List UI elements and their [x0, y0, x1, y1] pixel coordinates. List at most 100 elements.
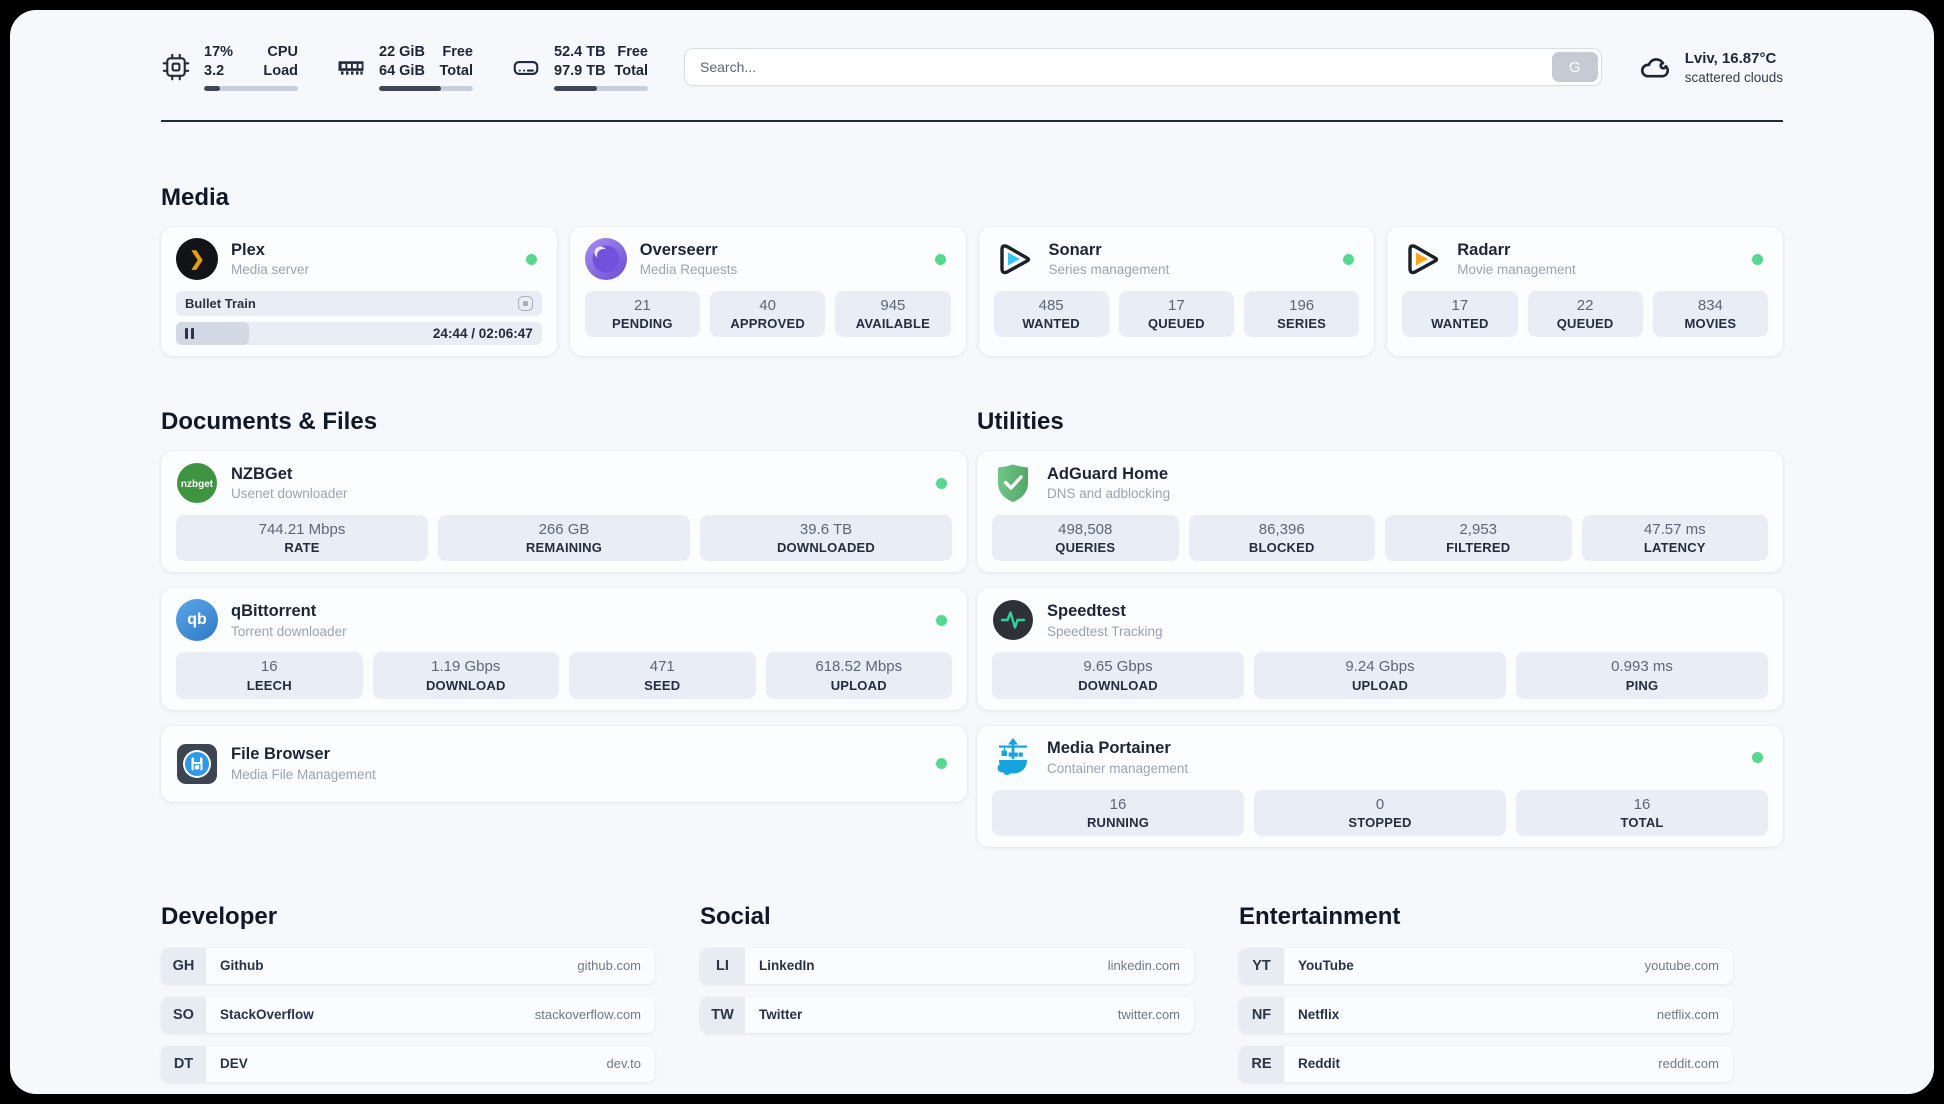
- status-dot: [936, 477, 947, 489]
- app-description: Media File Management: [231, 766, 376, 782]
- pause-icon[interactable]: [185, 328, 194, 339]
- plex-icon: ❯: [176, 238, 218, 280]
- section-title-social: Social: [700, 902, 771, 930]
- app-card-portainer[interactable]: Media Portainer Container management 16 R…: [977, 725, 1783, 847]
- stop-icon[interactable]: [517, 296, 533, 311]
- utilities-column: Utilities AdGuard Home DNS and adb: [977, 408, 1783, 847]
- stat-seed: 471 SEED: [569, 652, 756, 699]
- portainer-icon: [997, 737, 1027, 775]
- memory-metric: 22 GiB 64 GiB Free Total: [336, 43, 473, 92]
- search-engine-button[interactable]: G: [1551, 52, 1598, 82]
- link-badge: NF: [1239, 996, 1284, 1033]
- nzbget-icon: nzbget: [177, 463, 217, 503]
- disk-metric: 52.4 TB 97.9 TB Free Total: [511, 43, 648, 92]
- stat-ping: 0.993 ms PING: [1516, 652, 1768, 699]
- stat-blocked: 86,396 BLOCKED: [1188, 515, 1375, 562]
- stat-movies: 834 MOVIES: [1652, 291, 1768, 338]
- app-card-speedtest[interactable]: Speedtest Speedtest Tracking 9.65 Gbps DO…: [977, 588, 1783, 710]
- stat-rate: 744.21 Mbps RATE: [176, 515, 428, 562]
- app-name: Media Portainer: [1047, 739, 1171, 758]
- link-github[interactable]: GH Github github.com: [161, 947, 655, 984]
- disk-labels: Free Total: [614, 43, 648, 79]
- app-card-filebrowser[interactable]: File Browser Media File Management: [161, 725, 967, 802]
- link-stackoverflow[interactable]: SO StackOverflow stackoverflow.com: [161, 996, 655, 1033]
- section-title-developer: Developer: [161, 902, 278, 930]
- app-description: Media Requests: [639, 262, 738, 278]
- link-twitter[interactable]: TW Twitter twitter.com: [700, 996, 1194, 1033]
- memory-progress-bar: [379, 86, 473, 92]
- status-dot: [525, 253, 537, 265]
- playback-time: 24:44 / 02:06:47: [432, 326, 533, 341]
- sonarr-icon: [999, 244, 1030, 275]
- ram-icon: [338, 61, 364, 75]
- stat-wanted: 17 WANTED: [1402, 291, 1518, 338]
- app-description: Series management: [1048, 262, 1170, 278]
- status-dot: [1752, 752, 1763, 763]
- app-name: Radarr: [1457, 240, 1511, 259]
- link-badge: TW: [700, 996, 745, 1033]
- status-dot: [936, 614, 947, 626]
- filebrowser-icon: [177, 743, 217, 784]
- link-netflix[interactable]: NF Netflix netflix.com: [1239, 996, 1733, 1033]
- qbittorrent-icon: qb: [176, 599, 218, 642]
- stat-approved: 40 APPROVED: [710, 291, 826, 338]
- radarr-icon: [1408, 244, 1439, 275]
- weather-summary: Lviv, 16.87°C: [1684, 50, 1777, 68]
- playback-progress-row: 24:44 / 02:06:47: [176, 322, 542, 345]
- weather-condition: scattered clouds: [1684, 69, 1783, 85]
- header-divider: [161, 120, 1783, 122]
- bookmark-group-developer: Developer GH Github github.com SO StackO…: [161, 903, 655, 1082]
- app-description: Container management: [1047, 760, 1189, 776]
- overseerr-icon: [584, 238, 627, 280]
- weather-widget: Lviv, 16.87°C scattered clouds: [1638, 49, 1783, 85]
- link-youtube[interactable]: YT YouTube youtube.com: [1239, 947, 1733, 984]
- link-linkedin[interactable]: LI LinkedIn linkedin.com: [700, 947, 1194, 984]
- disk-icon: [513, 60, 539, 75]
- link-badge: LI: [700, 947, 745, 984]
- link-badge: DT: [161, 1045, 206, 1082]
- bookmark-group-entertainment: Entertainment YT YouTube youtube.com NF …: [1239, 903, 1733, 1082]
- stat-wanted: 485 WANTED: [993, 291, 1109, 338]
- stat-remaining: 266 GB REMAINING: [438, 515, 690, 562]
- app-description: Movie management: [1457, 262, 1576, 278]
- cpu-metric: 17% 3.2 CPU Load: [161, 43, 298, 92]
- app-card-adguard[interactable]: AdGuard Home DNS and adblocking 498,508 Q…: [977, 451, 1783, 573]
- app-card-qbittorrent[interactable]: qb qBittorrent Torrent downloader 16 LEEC…: [161, 588, 967, 710]
- link-reddit[interactable]: RE Reddit reddit.com: [1239, 1045, 1733, 1082]
- stat-running: 16 RUNNING: [992, 789, 1244, 836]
- app-name: Overseerr: [639, 240, 718, 259]
- search-input[interactable]: [684, 48, 1602, 86]
- stat-downloaded: 39.6 TB DOWNLOADED: [700, 515, 952, 562]
- stat-upload: 618.52 Mbps UPLOAD: [765, 652, 952, 699]
- stat-leech: 16 LEECH: [176, 652, 363, 699]
- app-description: Usenet downloader: [231, 486, 348, 502]
- app-name: AdGuard Home: [1047, 464, 1169, 483]
- memory-values: 22 GiB 64 GiB: [379, 43, 425, 79]
- link-badge: SO: [161, 996, 206, 1033]
- app-card-sonarr[interactable]: Sonarr Series management 485 WANTED 17 QUE…: [978, 227, 1375, 356]
- status-dot: [934, 253, 946, 265]
- disk-values: 52.4 TB 97.9 TB: [554, 43, 606, 79]
- svg-text:nzbget: nzbget: [181, 479, 214, 490]
- section-title-documents: Documents & Files: [161, 408, 378, 435]
- app-card-nzbget[interactable]: nzbget NZBGet Usenet downloader 744.21 M…: [161, 451, 967, 573]
- app-description: DNS and adblocking: [1047, 486, 1171, 502]
- status-dot: [1343, 253, 1355, 265]
- app-card-overseerr[interactable]: Overseerr Media Requests 21 PENDING 40 APP…: [569, 227, 966, 356]
- stat-download: 1.19 Gbps DOWNLOAD: [372, 652, 559, 699]
- stat-queries: 498,508 QUERIES: [992, 515, 1179, 562]
- app-name: qBittorrent: [231, 601, 317, 620]
- status-dot: [1752, 253, 1763, 265]
- dashboard-panel: 17% 3.2 CPU Load: [10, 10, 1934, 1094]
- link-dev[interactable]: DT DEV dev.to: [161, 1045, 655, 1082]
- stat-available: 945 AVAILABLE: [835, 291, 951, 338]
- app-description: Speedtest Tracking: [1047, 623, 1163, 639]
- section-title-utilities: Utilities: [977, 408, 1064, 435]
- app-card-radarr[interactable]: Radarr Movie management 17 WANTED 22 QUEUE…: [1387, 227, 1783, 356]
- cloud-icon: [1640, 58, 1669, 78]
- adguard-icon: [998, 464, 1028, 502]
- section-title-media: Media: [161, 184, 230, 211]
- app-name: Speedtest: [1047, 601, 1126, 620]
- app-card-plex[interactable]: ❯ Plex Media server Bullet Train 24:44 /…: [161, 227, 557, 356]
- memory-labels: Free Total: [439, 43, 473, 79]
